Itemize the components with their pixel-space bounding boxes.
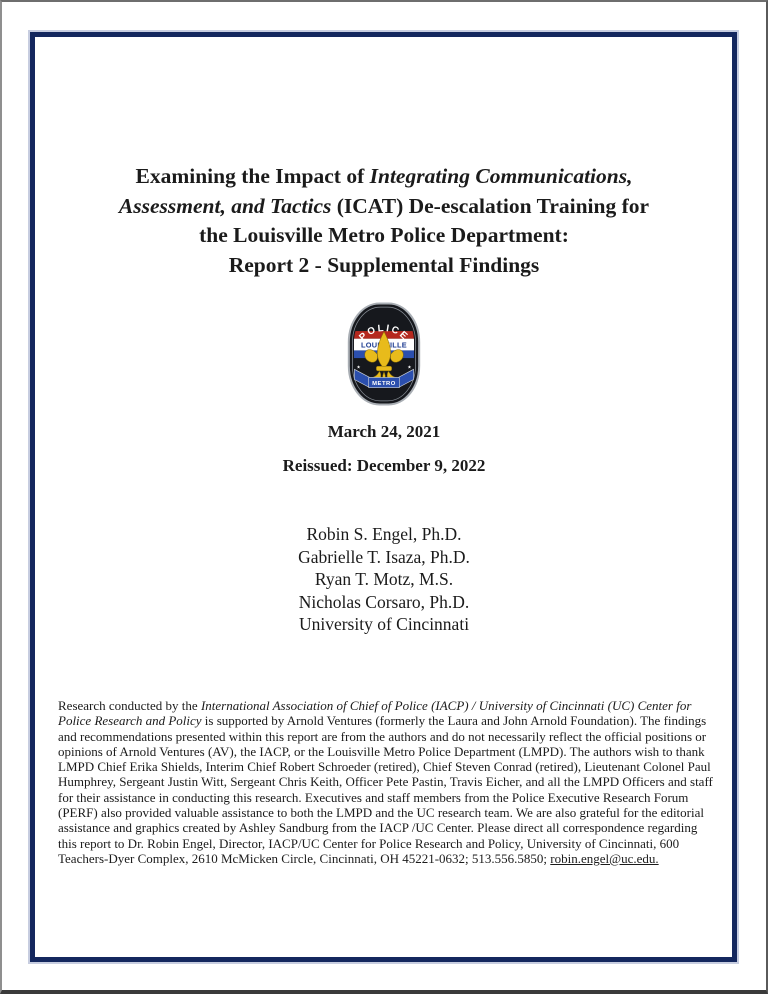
publication-date: March 24, 2021	[327, 422, 441, 441]
footnote-text-body: is supported by Arnold Ventures (formerl…	[58, 713, 713, 866]
reissue-date: Reissued: December 9, 2022	[282, 456, 486, 475]
louisville-metro-police-badge-logo: POLICE LOUISVILLE ★ ★ METRO	[347, 302, 421, 406]
author-name: Robin S. Engel, Ph.D.	[306, 524, 462, 544]
right-star-icon: ★	[407, 364, 411, 370]
title-line4: Report 2 - Supplemental Findings	[228, 252, 540, 277]
author-list: Robin S. Engel, Ph.D. Gabrielle T. Isaza…	[2, 523, 766, 613]
badge-inner-rim	[352, 306, 416, 402]
police-badge-icon: POLICE LOUISVILLE ★ ★ METRO	[347, 302, 421, 406]
title-line2-italic: Assessment, and Tactics	[118, 193, 332, 218]
badge-ribbon: METRO	[354, 368, 414, 389]
affiliation: University of Cincinnati	[298, 614, 470, 634]
author-name: Ryan T. Motz, M.S.	[314, 569, 454, 589]
title-line1-italic: Integrating Communications,	[369, 164, 633, 188]
author-name: Nicholas Corsaro, Ph.D.	[298, 591, 470, 612]
acknowledgments-footnote: Research conducted by the International …	[58, 698, 718, 866]
author-name: Gabrielle T. Isaza, Ph.D.	[298, 546, 470, 567]
footnote-text-start: Research conducted by the	[58, 698, 201, 713]
title-line1-regular: Examining the Impact of	[135, 164, 370, 188]
title-line3: the Louisville Metro Police Department:	[199, 223, 569, 247]
page-border-frame	[30, 32, 737, 962]
title-line2-regular: (ICAT) De-escalation Training for	[331, 193, 650, 218]
email-link[interactable]: robin.engel@uc.edu.	[550, 850, 659, 866]
badge-ribbon-text: METRO	[372, 381, 396, 387]
footnote-center-name-italic: International Association of Chief of Po…	[58, 698, 692, 729]
report-title: Examining the Impact of Integrating Comm…	[2, 162, 766, 280]
left-star-icon: ★	[356, 364, 360, 370]
